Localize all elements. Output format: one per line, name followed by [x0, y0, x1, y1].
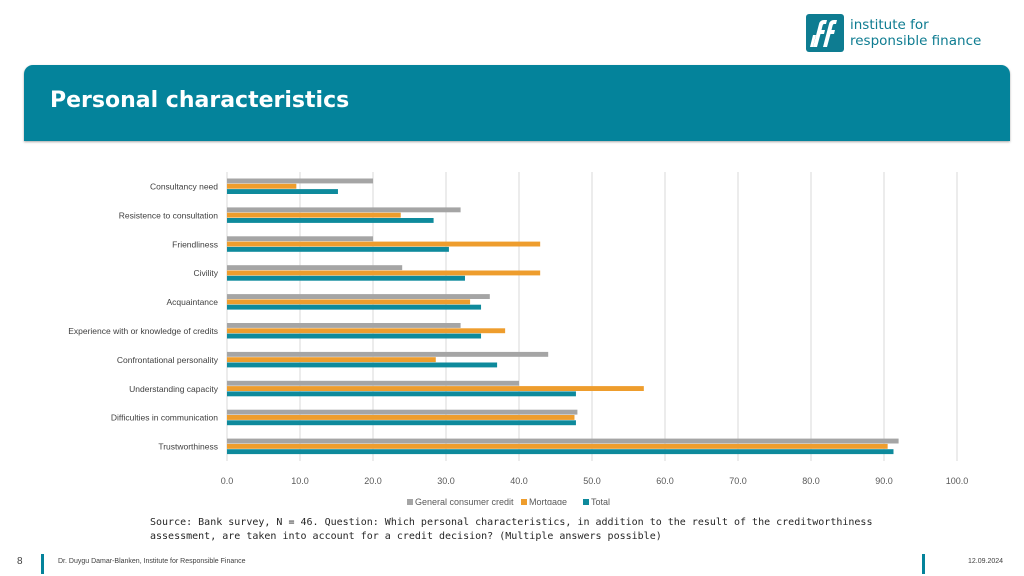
category-labels: Consultancy need Resistence to consultati…	[68, 181, 219, 451]
source-note: Source: Bank survey, N = 46. Question: W…	[150, 517, 873, 542]
bar-mortgage	[227, 299, 471, 305]
category-label: Difficulties in communication	[111, 413, 218, 423]
page-title: Personal characteristics	[50, 88, 350, 113]
page-number: 8	[17, 556, 23, 567]
bar-total	[227, 391, 576, 397]
footer-author: Dr. Duygu Damar-Blanken, Institute for R…	[58, 558, 246, 565]
legend-swatch	[583, 499, 589, 505]
bar-mortgage	[227, 270, 541, 276]
x-tick-label: 10.0	[291, 476, 309, 486]
bar-mortgage	[227, 328, 506, 334]
bar-general-consumer-credit	[227, 438, 899, 444]
logo-line-2: responsible finance	[850, 33, 982, 49]
category-label: Friendliness	[172, 239, 218, 249]
category-label: Resistence to consultation	[119, 210, 218, 220]
bar-general-consumer-credit	[227, 178, 373, 184]
bar-total	[227, 189, 338, 194]
bar-total	[227, 275, 465, 281]
logo-line-1: institute for	[850, 17, 929, 33]
bar-total	[227, 246, 449, 252]
footer-divider-right	[922, 554, 925, 574]
category-label: Consultancy need	[150, 181, 218, 191]
category-label: Experience with or knowledge of credits	[68, 326, 218, 336]
footer-divider-left	[41, 554, 44, 574]
legend-swatch	[521, 499, 527, 505]
bar-mortgage	[227, 241, 541, 247]
x-tick-label: 60.0	[656, 476, 674, 486]
logo: institute for responsible finance	[806, 14, 981, 52]
bar-general-consumer-credit	[227, 236, 373, 242]
category-label: Understanding capacity	[129, 384, 219, 394]
x-tick-label: 100.0	[946, 476, 969, 486]
bar-mortgage	[227, 212, 401, 218]
bar-general-consumer-credit	[227, 265, 403, 271]
legend-swatch	[407, 499, 413, 505]
bar-general-consumer-credit	[227, 207, 461, 213]
x-tick-label: 90.0	[875, 476, 893, 486]
bar-general-consumer-credit	[227, 294, 490, 299]
legend-label: Mortgage	[529, 497, 567, 505]
category-label: Acquaintance	[166, 297, 218, 307]
legend-label: General consumer credit	[415, 497, 514, 505]
x-tick-label: 80.0	[802, 476, 820, 486]
bar-mortgage	[227, 386, 644, 391]
x-tick-label: 20.0	[364, 476, 382, 486]
bar-total	[227, 218, 434, 223]
bar-chart: Consultancy need Resistence to consultati…	[68, 172, 969, 505]
bar-mortgage	[227, 357, 436, 363]
bar-total	[227, 304, 482, 310]
iff-logo-icon	[806, 14, 844, 52]
category-label: Confrontational personality	[117, 355, 219, 365]
x-axis-ticks: 0.0 10.0 20.0 30.0 40.0 50.0 60.0 70.0 80.0 90.0 1…	[221, 476, 969, 486]
footer-date: 12.09.2024	[968, 558, 1004, 565]
bar-general-consumer-credit	[227, 351, 549, 357]
legend: General consumer credit Mortgage Total	[407, 497, 610, 505]
bar-total	[227, 420, 576, 426]
logo-text: institute for responsible finance	[850, 17, 981, 49]
bar-total	[227, 333, 482, 339]
x-tick-label: 50.0	[583, 476, 601, 486]
x-tick-label: 0.0	[221, 476, 234, 486]
bar-general-consumer-credit	[227, 380, 519, 386]
title-banner: Personal characteristics	[24, 65, 1010, 141]
bar-mortgage	[227, 183, 297, 189]
category-label: Trustworthiness	[158, 442, 218, 452]
bars	[227, 178, 899, 455]
bar-mortgage	[227, 415, 575, 420]
x-tick-label: 30.0	[437, 476, 455, 486]
x-tick-label: 70.0	[729, 476, 747, 486]
bar-general-consumer-credit	[227, 323, 461, 328]
bar-total	[227, 362, 498, 368]
bar-total	[227, 449, 894, 455]
bar-general-consumer-credit	[227, 409, 578, 415]
legend-label: Total	[591, 497, 610, 505]
category-label: Civility	[193, 268, 218, 278]
x-tick-label: 40.0	[510, 476, 528, 486]
bar-mortgage	[227, 443, 888, 449]
